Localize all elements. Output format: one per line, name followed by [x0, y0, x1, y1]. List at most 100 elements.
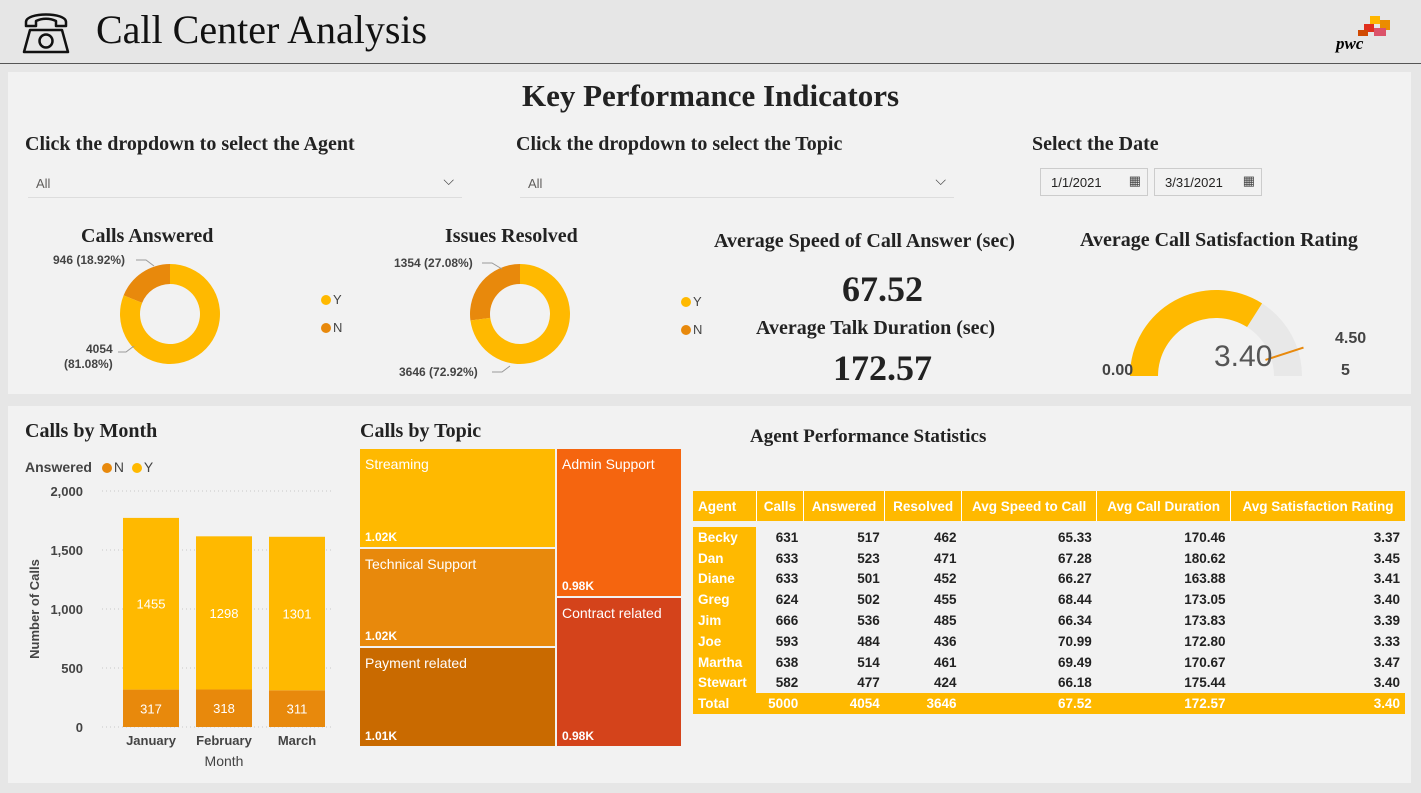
column-header[interactable]: Agent — [693, 491, 757, 521]
column-header[interactable]: Avg Satisfaction Rating — [1230, 491, 1405, 521]
bar-n[interactable] — [269, 690, 325, 727]
column-header[interactable]: Avg Speed to Call — [961, 491, 1098, 521]
topic-dropdown-value: All — [528, 176, 543, 191]
y-tick-label: 1,500 — [50, 543, 83, 558]
calls-answered-slice-n[interactable] — [123, 264, 170, 303]
table-cell: 3646 — [884, 693, 962, 715]
issues-resolved-slice-y[interactable] — [470, 264, 571, 364]
table-cell: 517 — [857, 529, 880, 545]
table-cell: 173.05 — [1184, 592, 1226, 608]
issues-resolved-donut[interactable] — [460, 254, 580, 374]
table-cell: Becky — [693, 527, 757, 548]
table-cell: 170.67 — [1184, 654, 1226, 670]
legend-item-y[interactable]: Y — [131, 459, 153, 475]
y-tick-label: 1,000 — [50, 602, 83, 617]
column-header[interactable]: Calls — [756, 491, 804, 521]
bar-y[interactable] — [196, 536, 252, 690]
topic-dropdown[interactable]: All ⌵ — [520, 166, 954, 198]
x-axis-label: Month — [205, 753, 244, 769]
leader-line — [136, 259, 155, 267]
table-cell: 485 — [933, 613, 957, 629]
calls-answered-n-label: 946 (18.92%) — [53, 253, 126, 267]
calls-by-topic-treemap[interactable]: Streaming 1.02K Technical Support 1.02K Pa… — [360, 449, 681, 746]
table-cell: 3.40 — [1230, 693, 1405, 715]
legend-item-n[interactable]: N — [681, 322, 702, 337]
table-cell: 163.88 — [1184, 571, 1226, 587]
start-date-input[interactable]: 1/1/2021 ▦ — [1040, 168, 1148, 196]
calls-by-topic-title: Calls by Topic — [360, 420, 482, 442]
table-row[interactable]: Becky 631 517 462 65.33 170.46 3.37 — [693, 527, 1405, 548]
app-title: Call Center Analysis — [96, 7, 428, 52]
column-header[interactable]: Avg Call Duration — [1096, 491, 1231, 521]
calls-by-month-chart[interactable]: 2,000 1,500 1,000 500 0 Number of Calls 317 145… — [20, 480, 340, 780]
issues-resolved-slice-n[interactable] — [470, 264, 520, 321]
table-row[interactable]: Jim 666 536 485 66.34 173.83 3.39 — [693, 610, 1405, 631]
bar-y[interactable] — [123, 517, 179, 690]
avg-talk-title: Average Talk Duration (sec) — [756, 317, 996, 339]
table-cell: Greg — [693, 589, 757, 611]
table-row[interactable]: Diane 633 501 452 66.27 163.88 3.41 — [693, 568, 1405, 590]
treemap-tile-payment-related[interactable]: Payment related 1.01K — [360, 648, 555, 746]
legend-dot — [681, 297, 691, 307]
issues-resolved-y-label: 3646 (72.92%) — [399, 365, 478, 379]
gauge-value-label: 3.40 — [1214, 340, 1273, 373]
legend-item-y[interactable]: Y — [681, 294, 702, 309]
table-cell: 3.39 — [1373, 613, 1400, 629]
end-date-input[interactable]: 3/31/2021 ▦ — [1154, 168, 1262, 196]
header-bar: Call Center Analysis pwc — [0, 0, 1421, 64]
table-row[interactable]: Dan 633 523 471 67.28 180.62 3.45 — [693, 547, 1405, 569]
legend-item-n[interactable]: N — [101, 459, 124, 475]
table-cell: 170.46 — [1184, 529, 1226, 545]
calendar-icon[interactable]: ▦ — [1242, 173, 1255, 188]
avg-talk-value: 172.57 — [833, 348, 932, 388]
table-cell: Joe — [693, 630, 757, 652]
table-cell: Total — [693, 693, 757, 715]
table-cell: 4054 — [803, 693, 885, 715]
calls-answered-donut[interactable] — [110, 254, 230, 374]
end-date-value: 3/31/2021 — [1165, 175, 1223, 190]
table-cell: 3.40 — [1373, 675, 1400, 691]
table-row[interactable]: Stewart 582 477 424 66.18 175.44 3.40 — [693, 672, 1405, 694]
treemap-tile-admin-support[interactable]: Admin Support 0.98K — [557, 449, 681, 596]
table-cell: 436 — [933, 633, 957, 649]
bar-y[interactable] — [269, 536, 325, 691]
treemap-tile-technical-support[interactable]: Technical Support 1.02K — [360, 549, 555, 646]
table-cell: 69.49 — [1058, 654, 1092, 670]
bar-n-data-label: 318 — [213, 701, 235, 716]
calendar-icon[interactable]: ▦ — [1128, 173, 1141, 188]
legend-item-y[interactable]: Y — [321, 292, 342, 307]
y-tick-label: 0 — [76, 720, 83, 735]
table-cell: 67.52 — [961, 693, 1097, 715]
bar-n[interactable] — [196, 689, 252, 727]
table-cell: 67.28 — [1058, 550, 1092, 566]
column-header[interactable]: Resolved — [884, 491, 963, 521]
satisfaction-gauge[interactable] — [1130, 270, 1360, 382]
agent-dropdown[interactable]: All ⌵ — [28, 166, 462, 198]
x-tick-label: March — [278, 733, 316, 748]
table-cell: 523 — [857, 550, 880, 566]
table-cell: 502 — [857, 592, 880, 608]
column-header[interactable]: Answered — [803, 491, 886, 521]
table-cell: 173.83 — [1184, 613, 1226, 629]
table-cell: 631 — [775, 529, 799, 545]
table-row[interactable]: Joe 593 484 436 70.99 172.80 3.33 — [693, 630, 1405, 652]
table-cell: 471 — [933, 550, 957, 566]
table-row[interactable]: Greg 624 502 455 68.44 173.05 3.40 — [693, 589, 1405, 611]
table-cell: 514 — [857, 654, 880, 670]
issues-resolved-n-label: 1354 (27.08%) — [394, 256, 473, 270]
gauge-max-label: 5 — [1341, 362, 1350, 379]
treemap-tile-streaming[interactable]: Streaming 1.02K — [360, 449, 555, 547]
calls-answered-y-label: 4054 (81.08%) — [64, 342, 113, 372]
table-cell: 452 — [933, 571, 957, 587]
calls-answered-slice-y[interactable] — [119, 264, 220, 364]
agent-stats-title: Agent Performance Statistics — [750, 426, 987, 447]
table-row[interactable]: Martha 638 514 461 69.49 170.67 3.47 — [693, 651, 1405, 673]
table-cell: 3.33 — [1373, 633, 1400, 649]
y-axis-label: Number of Calls — [27, 559, 42, 659]
legend-item-n[interactable]: N — [321, 320, 342, 335]
gauge-target-label: 4.50 — [1335, 330, 1367, 347]
agent-filter-label: Click the dropdown to select the Agent — [25, 133, 355, 155]
treemap-tile-contract-related[interactable]: Contract related 0.98K — [557, 598, 681, 746]
x-tick-label: January — [126, 733, 177, 748]
bar-n[interactable] — [123, 689, 179, 727]
